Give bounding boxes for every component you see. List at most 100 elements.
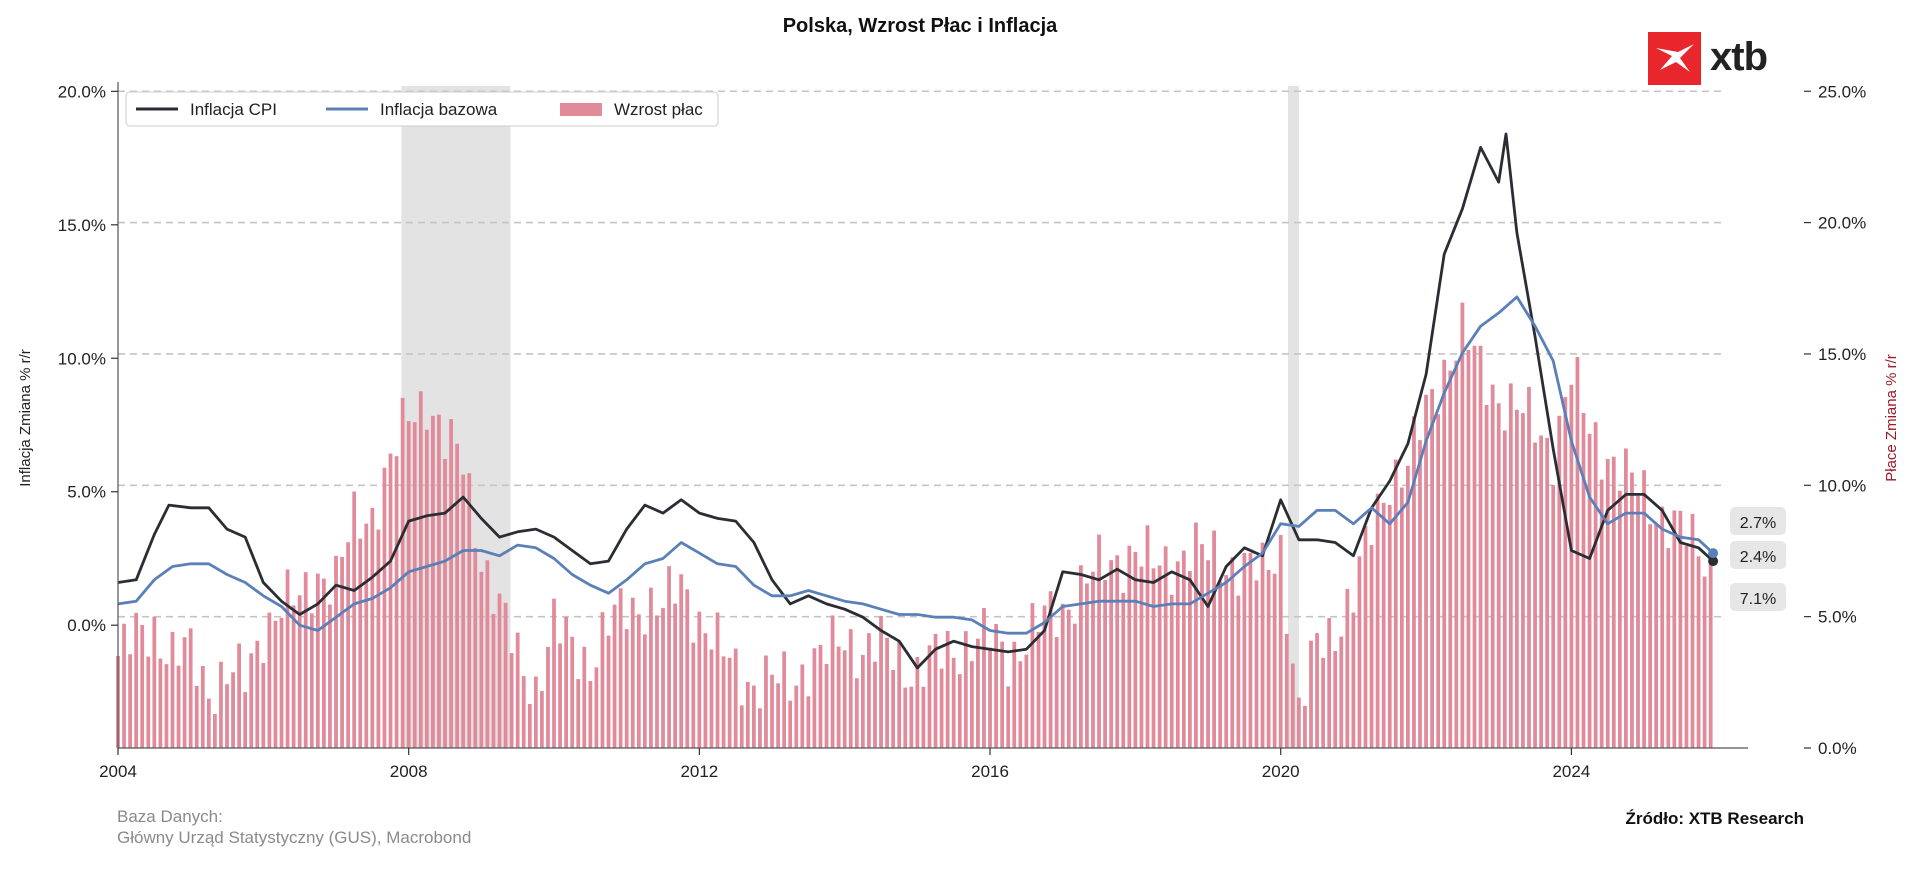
wage-bar bbox=[794, 685, 799, 748]
wage-bar bbox=[751, 685, 756, 748]
wage-bar bbox=[455, 443, 460, 748]
wage-bar bbox=[1157, 565, 1162, 748]
wage-bar bbox=[1599, 479, 1604, 748]
wage-bar bbox=[322, 578, 326, 748]
right-tick-label: 10.0% bbox=[1818, 476, 1866, 495]
wage-bar bbox=[1696, 556, 1701, 748]
wage-bar bbox=[939, 668, 944, 748]
wage-bar bbox=[558, 643, 562, 748]
wage-bar bbox=[1236, 595, 1241, 748]
wage-bar bbox=[461, 474, 466, 748]
wage-bar bbox=[1072, 623, 1077, 748]
wage-bar bbox=[164, 664, 169, 748]
wage-bar bbox=[909, 686, 914, 748]
wage-bar bbox=[1284, 633, 1289, 748]
wage-bar bbox=[933, 633, 938, 748]
wage-bar bbox=[1333, 650, 1338, 748]
right-tick-label: 0.0% bbox=[1818, 739, 1857, 758]
wage-bar bbox=[685, 589, 690, 748]
wage-bar bbox=[1042, 605, 1047, 748]
wage-bar bbox=[188, 628, 193, 748]
wage-bar bbox=[485, 560, 490, 748]
core-inflation-line bbox=[117, 295, 1715, 635]
wage-bar bbox=[1260, 542, 1265, 748]
wage-bar bbox=[963, 631, 968, 748]
wage-bar bbox=[406, 421, 411, 748]
wage-bar bbox=[1175, 561, 1180, 748]
wage-bar bbox=[1115, 555, 1120, 748]
wage-bar bbox=[1297, 697, 1301, 748]
wage-bar bbox=[927, 645, 932, 748]
wage-bar bbox=[1478, 345, 1483, 748]
wage-bar bbox=[994, 623, 998, 748]
wage-bar bbox=[1430, 389, 1434, 748]
x-tick-label: 2024 bbox=[1552, 762, 1590, 781]
wage-bar bbox=[340, 556, 344, 748]
wage-bar bbox=[261, 662, 266, 748]
wage-bar bbox=[691, 642, 696, 748]
wage-bar bbox=[1448, 370, 1453, 748]
end-label-box bbox=[1730, 541, 1786, 569]
wage-bar bbox=[976, 638, 980, 748]
end-label: 2.4% bbox=[1740, 549, 1776, 566]
wage-bar bbox=[267, 612, 272, 748]
end-label: 2.7% bbox=[1740, 515, 1776, 532]
wage-bar bbox=[382, 467, 387, 748]
wage-bar bbox=[352, 491, 357, 748]
xtb-logo-text: xtb bbox=[1710, 35, 1767, 79]
core-end-marker bbox=[1708, 548, 1719, 559]
wage-bar bbox=[969, 661, 974, 748]
wage-bar bbox=[1357, 556, 1362, 748]
wage-bar bbox=[152, 616, 157, 748]
wage-bar bbox=[1224, 575, 1229, 748]
wage-bar bbox=[1266, 569, 1271, 748]
wage-bar bbox=[412, 422, 417, 748]
wage-bar bbox=[830, 615, 835, 748]
wage-bar bbox=[1200, 544, 1204, 748]
wage-bar bbox=[1630, 472, 1634, 748]
wage-bar bbox=[582, 646, 587, 748]
wage-bar bbox=[533, 676, 538, 748]
wage-bar bbox=[1472, 345, 1477, 748]
left-axis-label: Inflacja Zmiana % r/r bbox=[17, 349, 34, 487]
wage-bar bbox=[315, 573, 320, 748]
end-value-labels: 2.7% 2.4% 7.1% bbox=[1730, 507, 1786, 611]
wage-bar bbox=[782, 651, 787, 748]
right-tick-label: 20.0% bbox=[1818, 214, 1866, 233]
wage-bar bbox=[818, 644, 823, 748]
wage-bar bbox=[1557, 415, 1562, 748]
wage-bar bbox=[509, 653, 514, 748]
wage-bar bbox=[612, 604, 617, 748]
wage-bar bbox=[176, 665, 181, 748]
wage-bar bbox=[303, 572, 308, 748]
wage-bar bbox=[1502, 430, 1507, 748]
wage-bar bbox=[358, 538, 363, 748]
left-tick-label: 20.0% bbox=[58, 82, 106, 101]
wage-bar bbox=[703, 633, 708, 748]
gridlines bbox=[118, 90, 1724, 618]
wage-bar bbox=[673, 603, 678, 748]
xtb-logo-x-icon bbox=[1656, 44, 1694, 72]
wage-bar bbox=[1515, 409, 1519, 748]
wage-bar bbox=[1539, 435, 1543, 748]
wage-bar bbox=[1303, 705, 1307, 748]
wage-bar bbox=[1648, 524, 1652, 748]
wage-bar bbox=[1484, 405, 1489, 748]
wage-bar bbox=[733, 648, 738, 748]
wage-bars bbox=[116, 302, 1713, 748]
wage-bar bbox=[1490, 384, 1495, 748]
wage-bar bbox=[1412, 416, 1416, 748]
wage-bar bbox=[915, 657, 920, 748]
wage-bar bbox=[1666, 548, 1671, 748]
wage-bar bbox=[564, 616, 569, 748]
wage-bar bbox=[1351, 612, 1356, 748]
inflation-lines bbox=[117, 132, 1719, 670]
wage-bar bbox=[1545, 437, 1550, 748]
wage-bar bbox=[128, 654, 132, 748]
wage-bar bbox=[806, 696, 811, 748]
wage-bar bbox=[770, 674, 774, 748]
wage-bar bbox=[1521, 413, 1525, 748]
wage-bar bbox=[1163, 546, 1168, 748]
wage-bar bbox=[1169, 594, 1174, 748]
wage-bar bbox=[1103, 579, 1107, 748]
